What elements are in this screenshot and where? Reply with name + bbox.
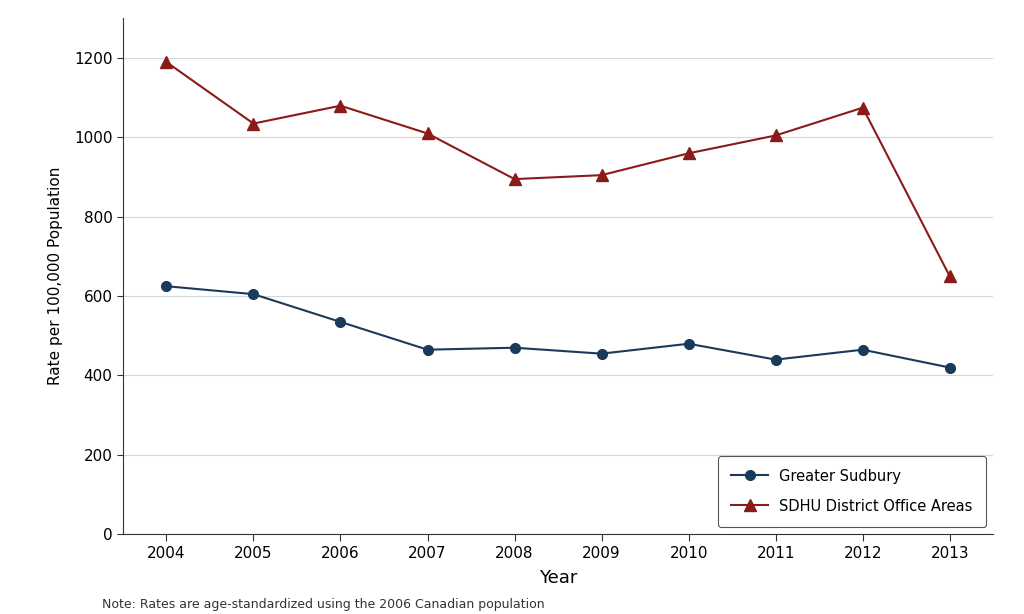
Greater Sudbury <box>857 346 869 354</box>
Text: Note: Rates are age-standardized using the 2006 Canadian population: Note: Rates are age-standardized using t… <box>102 598 545 611</box>
Greater Sudbury <box>508 344 520 351</box>
Greater Sudbury <box>421 346 433 354</box>
SDHU District Office Areas <box>160 58 172 66</box>
Legend: Greater Sudbury, SDHU District Office Areas: Greater Sudbury, SDHU District Office Ar… <box>718 456 986 527</box>
Greater Sudbury <box>248 290 260 298</box>
SDHU District Office Areas <box>769 132 781 139</box>
Greater Sudbury <box>160 282 172 290</box>
SDHU District Office Areas <box>857 104 869 111</box>
Line: SDHU District Office Areas: SDHU District Office Areas <box>161 56 955 282</box>
SDHU District Office Areas <box>335 102 347 109</box>
Y-axis label: Rate per 100,000 Population: Rate per 100,000 Population <box>48 167 62 386</box>
SDHU District Office Areas <box>508 176 520 183</box>
SDHU District Office Areas <box>248 120 260 127</box>
SDHU District Office Areas <box>683 150 695 157</box>
SDHU District Office Areas <box>421 130 433 137</box>
Greater Sudbury <box>335 318 347 325</box>
SDHU District Office Areas <box>596 171 608 179</box>
Greater Sudbury <box>596 350 608 357</box>
SDHU District Office Areas <box>944 273 956 280</box>
Greater Sudbury <box>944 364 956 371</box>
Greater Sudbury <box>683 340 695 348</box>
Greater Sudbury <box>769 356 781 363</box>
Line: Greater Sudbury: Greater Sudbury <box>162 281 954 373</box>
X-axis label: Year: Year <box>539 569 578 588</box>
